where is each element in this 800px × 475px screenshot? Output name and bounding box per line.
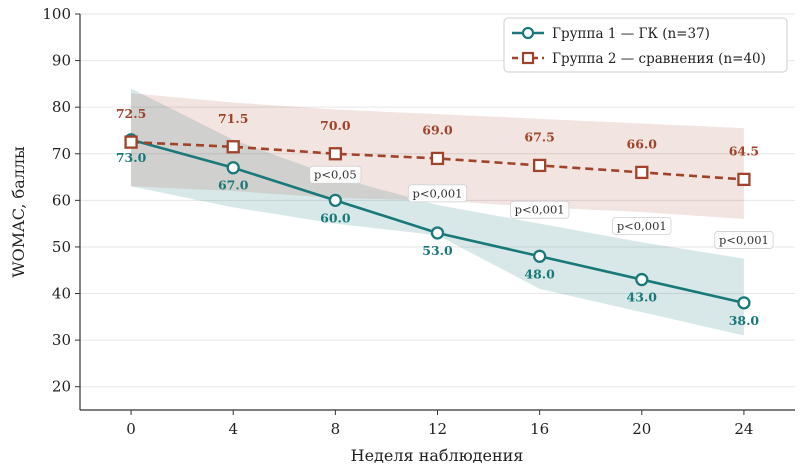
data-label-group2: 69.0 bbox=[422, 122, 453, 137]
p-value-box bbox=[714, 231, 774, 249]
point-group2 bbox=[737, 172, 751, 187]
p-value-label: p<0,001 bbox=[617, 219, 667, 233]
p-value-box bbox=[309, 165, 362, 184]
p-value-annotations: p<0,05 p<0,001 p<0,001 p<0,001 p<0,001 bbox=[309, 165, 774, 249]
data-label-group1: 73.0 bbox=[116, 150, 147, 165]
data-label-group2: 71.5 bbox=[218, 111, 248, 126]
data-label-group2: 64.5 bbox=[729, 143, 759, 158]
x-tick-label: 0 bbox=[126, 420, 136, 438]
band-group1 bbox=[131, 88, 744, 336]
x-tick-label: 12 bbox=[428, 420, 447, 438]
y-tick-label: 30 bbox=[52, 331, 71, 349]
y-tick-label: 70 bbox=[52, 145, 71, 163]
point-group2 bbox=[328, 147, 343, 161]
legend-box bbox=[503, 17, 788, 73]
y-tick-label: 80 bbox=[52, 98, 71, 116]
point-group1 bbox=[532, 249, 547, 263]
p-value-annotation: p<0,001 bbox=[510, 200, 570, 219]
p-value-annotation: p<0,001 bbox=[407, 184, 468, 203]
data-label-group1: 53.0 bbox=[422, 243, 453, 258]
data-label-group2: 67.5 bbox=[524, 129, 554, 144]
x-axis-title: Неделя наблюдения bbox=[351, 446, 524, 465]
point-group1 bbox=[635, 272, 649, 287]
p-value-box bbox=[407, 184, 468, 203]
point-group2 bbox=[635, 165, 649, 180]
p-value-label: p<0,001 bbox=[515, 203, 565, 217]
x-tick-label: 8 bbox=[331, 420, 341, 438]
legend: Группа 1 — ГК (n=37) Группа 2 — сравнени… bbox=[503, 17, 788, 73]
data-label-group1: 60.0 bbox=[320, 210, 351, 225]
p-value-label: p<0,001 bbox=[413, 186, 463, 200]
point-group1 bbox=[737, 296, 751, 310]
legend-marker-group1 bbox=[521, 26, 535, 40]
y-tick-label: 50 bbox=[52, 238, 71, 256]
y-tick-label: 20 bbox=[52, 378, 71, 396]
p-value-label: p<0,05 bbox=[314, 168, 357, 182]
data-label-group1: 43.0 bbox=[627, 290, 658, 305]
point-group2 bbox=[532, 158, 547, 173]
series-markers bbox=[124, 133, 751, 310]
data-label-group2: 72.5 bbox=[116, 106, 146, 121]
point-group2 bbox=[124, 135, 138, 149]
data-label-group2: 70.0 bbox=[320, 118, 351, 133]
p-value-annotation: p<0,05 bbox=[309, 165, 362, 184]
y-axis-title: WOMAC, баллы bbox=[9, 146, 28, 278]
point-group1 bbox=[430, 226, 445, 240]
legend-marker-group2 bbox=[521, 51, 535, 65]
y-tick-label: 60 bbox=[52, 191, 71, 209]
x-tick-label: 24 bbox=[734, 420, 753, 438]
y-tick-label: 40 bbox=[52, 285, 71, 303]
p-value-label: p<0,001 bbox=[719, 233, 769, 247]
data-label-group2: 66.0 bbox=[627, 136, 658, 151]
point-group2 bbox=[226, 140, 240, 154]
legend-label-group2: Группа 2 — сравнения (n=40) bbox=[552, 51, 766, 67]
data-label-group1: 67.0 bbox=[218, 178, 249, 193]
x-tick-label: 16 bbox=[530, 420, 549, 438]
y-tick-label: 100 bbox=[42, 5, 71, 23]
x-tick-label: 4 bbox=[228, 420, 238, 438]
data-label-group1: 38.0 bbox=[729, 313, 760, 328]
data-labels: 73.0 67.0 60.0 53.0 48.0 43.0 38.0 72.5 71.5 70.0… bbox=[116, 106, 760, 328]
legend-label-group1: Группа 1 — ГК (n=37) bbox=[552, 26, 710, 42]
ticks: 20 30 40 50 60 70 80 90 100 0 4 8 12 16 20 24 bbox=[42, 5, 753, 438]
p-value-annotation: p<0,001 bbox=[714, 231, 774, 249]
p-value-box bbox=[612, 217, 672, 235]
p-value-annotation: p<0,001 bbox=[612, 217, 672, 235]
point-group1 bbox=[328, 193, 343, 208]
point-group2 bbox=[430, 151, 445, 166]
p-value-box bbox=[510, 200, 570, 219]
x-tick-label: 20 bbox=[632, 420, 651, 438]
data-label-group1: 48.0 bbox=[524, 266, 555, 281]
point-group1 bbox=[226, 161, 240, 175]
y-tick-label: 90 bbox=[52, 52, 71, 70]
